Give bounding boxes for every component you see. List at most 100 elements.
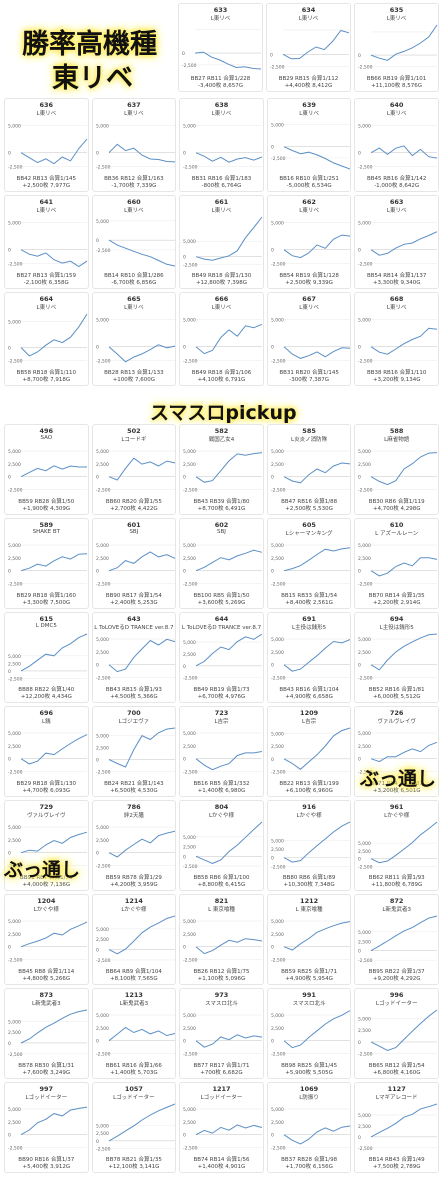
y-tick-label: -2,500 — [8, 1145, 23, 1151]
slot-card[interactable]: 496 SAO 5,000 2,500 0 -2,500 BB59 RB28 合算1/50 +… — [4, 424, 89, 515]
result-stats: +12,200枚 4,434G — [20, 694, 72, 700]
y-tick-label: -2,500 — [270, 65, 285, 71]
slot-card[interactable]: 726 ヴァルヴレイヴ 5,000 2,500 0 -2,500 BB71 RB4 合算1/… — [354, 706, 439, 797]
slot-card[interactable]: 640 L東リベ 5,000 0 -2,500 BB45 RB16 合算1/142 -1,0… — [354, 98, 439, 192]
slump-line — [371, 557, 438, 577]
slot-card[interactable]: 1069 L防振り 5,000 2,500 0 -2,500 BB37 RB28 合算1/9… — [266, 1082, 352, 1173]
slot-card[interactable]: 996 Lゴッドイーター 5,000 2,500 0 -2,500 BB65 RB12 合算… — [354, 988, 439, 1079]
slot-card[interactable]: 667 L東リベ 5,000 0 -2,500 BB31 RB20 合算1/145 -300… — [266, 292, 352, 386]
slump-line — [283, 1125, 350, 1145]
slot-card[interactable]: 634 L東リベ 0 -2,500 BB29 RB15 合算1/112 +4,400枚 8… — [266, 3, 351, 92]
slot-card[interactable]: 1214 Lかぐや様 5,000 2,500 0 -2,500 BB64 RB9 合算1/1… — [91, 894, 177, 985]
slot-card[interactable]: 602 SBJ 5,000 2,500 0 -2,500 BB100 RB5 合算1/50 +… — [179, 518, 264, 609]
machine-number: 634 — [301, 6, 316, 14]
slot-card[interactable]: 694 L主役は銭形5 5,000 2,500 0 -2,500 BB52 RB16 合算1… — [354, 612, 439, 703]
slot-card[interactable]: 610 L アズールレーン 5,000 2,500 0 -2,500 BB70 RB14 合… — [354, 518, 439, 609]
slot-card[interactable]: 633 L東リベ 0 -2,500 BB27 RB11 合算1/228 -3,400枚 8… — [178, 3, 263, 92]
slot-card[interactable]: 661 L東リベ 5,000 0 -2,500 BB49 RB18 合算1/130 +12,… — [179, 195, 264, 289]
y-tick-label: 5,000 — [271, 732, 284, 738]
bonus-stats: BB58 RB18 合算1/110 — [16, 370, 77, 376]
y-tick-label: 2,500 — [183, 845, 196, 851]
result-stats: +700枚 6,682G — [200, 1070, 243, 1076]
slot-card[interactable]: 641 L東リベ 5,000 0 -2,500 BB27 RB13 合算1/159 -2,1… — [4, 195, 89, 289]
machine-number: 496 — [39, 427, 54, 435]
slot-card[interactable]: 723 L吉宗 5,000 2,500 0 -2,500 BB16 RB5 合算1/332 +… — [179, 706, 264, 797]
y-tick-label: -2,500 — [358, 958, 373, 964]
slot-card[interactable]: 821 L 東京喰種 5,000 2,500 0 -2,500 BB26 RB12 合算1/… — [179, 894, 264, 985]
slot-card[interactable]: 973 スマスロ北斗 5,000 2,500 0 -2,500 BB77 RB17 合算1/… — [179, 988, 264, 1079]
y-tick-label: 5,000 — [271, 1013, 284, 1019]
slot-card[interactable]: 691 L主役は銭形5 5,000 2,500 0 -2,500 BB43 RB16 合算1… — [266, 612, 352, 703]
result-stats: +8,700枚 7,918G — [22, 377, 71, 383]
slot-card[interactable]: 502 Lコードギ 5,000 2,500 0 -2,500 BB60 RB20 合算1/5… — [91, 424, 177, 515]
slot-card[interactable]: 729 ヴァルヴレイヴ 5,000 2,500 0 -2,500 BB91 RB7 合算1/… — [4, 800, 89, 891]
slot-card[interactable]: 601 SBJ 5,000 2,500 0 -2,500 BB90 RB17 合算1/54 +… — [91, 518, 177, 609]
y-tick-label: -2,500 — [8, 863, 23, 869]
result-stats: +4,400枚 8,412G — [284, 83, 333, 89]
slump-line — [195, 1124, 263, 1136]
slot-card[interactable]: 589 SHAKE BT 5,000 2,500 0 -2,500 BB29 RB18 合算… — [4, 518, 89, 609]
slot-card[interactable]: 588 L麻雀物語 5,000 2,500 0 -2,500 BB30 RB6 合算1/11… — [354, 424, 439, 515]
slot-card[interactable]: 615 L DMC5 5,000 2,500 0 -2,500 BB88 RB22 合算1/… — [4, 612, 89, 703]
machine-number: 786 — [127, 803, 141, 811]
slot-card[interactable]: 585 L炎炎ノ消防隊 5,000 2,500 0 -2,500 BB47 RB16 合算1… — [266, 424, 352, 515]
slot-card[interactable]: 635 L東リベ 0 -2,500 BB66 RB19 合算1/101 +11,100枚 … — [354, 3, 439, 92]
slot-card[interactable]: 644 L ToLOVEるD TRANCE ver.8.7 5,000 2,500 0 -… — [179, 612, 264, 703]
slot-card[interactable]: 660 L東リベ 5,000 0 -2,500 BB14 RB10 合算1/286 -6,7… — [91, 195, 177, 289]
slot-card[interactable]: 1204 Lかぐや様 5,000 2,500 0 -2,500 BB45 RB8 合算1/1… — [4, 894, 89, 985]
slot-card[interactable]: 916 Lかぐや様 5,000 2,500 0 -2,500 BB80 RB6 合算1/89… — [266, 800, 352, 891]
machine-name: L東リベ — [386, 208, 407, 214]
slot-card[interactable]: 1217 Lゴッドイーター 5,000 2,500 0 -2,500 BB74 RB14 合… — [179, 1082, 264, 1173]
machine-number: 661 — [214, 198, 229, 206]
slot-card[interactable]: 663 L東リベ 5,000 0 -2,500 BB54 RB14 合算1/137 +3,3… — [354, 195, 439, 289]
slot-card[interactable]: 961 Lかぐや様 5,000 2,500 0 -2,500 BB62 RB11 合算1/9… — [354, 800, 439, 891]
y-tick-label: 5,000 — [183, 835, 196, 841]
slot-card[interactable]: 639 L東リベ 5,000 0 -2,500 BB16 RB10 合算1/251 -5,0… — [266, 98, 352, 192]
slot-card[interactable]: 1127 Lマギアレコード 5,000 2,500 0 -2,500 BB14 RB43 合… — [354, 1082, 439, 1173]
slot-card[interactable]: 872 L新鬼武者3 5,000 2,500 0 -2,500 BB95 RB22 合算1/… — [354, 894, 439, 985]
y-tick-label: 0 — [270, 52, 273, 58]
slot-card[interactable]: 804 Lかぐや様 5,000 2,500 0 -2,500 BB58 RB6 合算1/10… — [179, 800, 264, 891]
y-tick-label: 2,500 — [183, 462, 196, 468]
machine-name: L東リベ — [298, 16, 319, 22]
machine-number: 637 — [127, 101, 141, 109]
y-tick-label: 5,000 — [358, 449, 371, 455]
slot-card[interactable]: 991 スマスロ北斗 5,000 2,500 0 -2,500 BB98 RB25 合算1/… — [266, 988, 352, 1079]
bonus-stats: BB88 RB22 合算1/40 — [18, 687, 75, 693]
slump-line — [108, 344, 175, 363]
slot-card[interactable]: 1057 Lゴッドイーター 5,000 2,500 0 -2,500 BB78 RB21 合… — [91, 1082, 177, 1173]
slot-card[interactable]: 668 L東リベ 5,000 0 -2,500 BB38 RB16 合算1/110 +3,2… — [354, 292, 439, 386]
y-tick-label: -2,500 — [358, 1146, 373, 1152]
slot-card[interactable]: 1213 L新鬼武者3 5,000 2,500 0 -2,500 BB61 RB16 合算1… — [91, 988, 177, 1079]
y-tick-label: -2,500 — [8, 1052, 23, 1058]
slot-card[interactable]: 665 L東リベ 5,000 0 -2,500 BB28 RB13 合算1/133 +100… — [91, 292, 177, 386]
slot-card[interactable]: 1212 L 東京喰種 5,000 2,500 0 -2,500 BB59 RB25 合算1… — [266, 894, 352, 985]
y-tick-label: 0 — [358, 248, 361, 254]
slot-card[interactable]: 662 L東リベ 5,000 0 -2,500 BB54 RB19 合算1/128 +2,5… — [266, 195, 352, 289]
slot-card[interactable]: 666 L東リベ 5,000 0 -2,500 BB49 RB18 合算1/106 +4,1… — [179, 292, 264, 386]
slot-card[interactable]: 997 Lゴッドイーター 5,000 2,500 0 -2,500 BB90 RB16 合算… — [4, 1082, 89, 1173]
slot-card[interactable]: 582 戦国乙女4 5,000 2,500 0 -2,500 BB43 RB39 合算1/8… — [179, 424, 264, 515]
slot-card[interactable]: 700 Lゴジエヴァ 5,000 2,500 0 -2,500 BB24 RB21 合算1/… — [91, 706, 177, 797]
machine-name: L ToLOVEるD TRANCE ver.8.7 — [94, 625, 174, 631]
bonus-stats: BB27 RB13 合算1/159 — [16, 273, 77, 279]
slot-card[interactable]: 643 L ToLOVEるD TRANCE ver.8.7 5,000 2,500 0 -… — [91, 612, 177, 703]
slot-card[interactable]: 873 L新鬼武者3 5,000 2,500 0 -2,500 BB78 RB30 合算1/… — [4, 988, 89, 1079]
slot-card[interactable]: 664 L東リベ 5,000 0 -2,500 BB58 RB18 合算1/110 +8,7… — [4, 292, 89, 386]
slot-card[interactable]: 1209 L吉宗 5,000 2,500 0 -2,500 BB22 RB13 合算1/19… — [266, 706, 352, 797]
machine-number: 1209 — [300, 709, 319, 717]
slot-card[interactable]: 605 Lシャーマンキング 5,000 2,500 0 -2,500 BB15 RB33 合… — [266, 518, 352, 609]
slot-card[interactable]: 786 絆2天膳 5,000 2,500 0 -2,500 BB59 RB78 合算1/29… — [91, 800, 177, 891]
slot-card[interactable]: 638 L東リベ 5,000 0 -2,500 BB31 RB16 合算1/183 -800… — [179, 98, 264, 192]
slot-card[interactable]: 637 L東リベ 5,000 0 -2,500 BB36 RB12 合算1/163 -1,7… — [91, 98, 177, 192]
machine-number: 502 — [127, 427, 141, 435]
y-tick-label: 0 — [183, 757, 186, 763]
slot-card[interactable]: 696 L銭 5,000 2,500 0 -2,500 BB29 RB18 合算1/130 +… — [4, 706, 89, 797]
slot-card[interactable]: 636 L東リベ 5,000 0 -2,500 BB42 RB13 合算1/145 +2,5… — [4, 98, 89, 192]
slump-line — [283, 921, 350, 951]
y-tick-label: -2,500 — [96, 675, 111, 681]
